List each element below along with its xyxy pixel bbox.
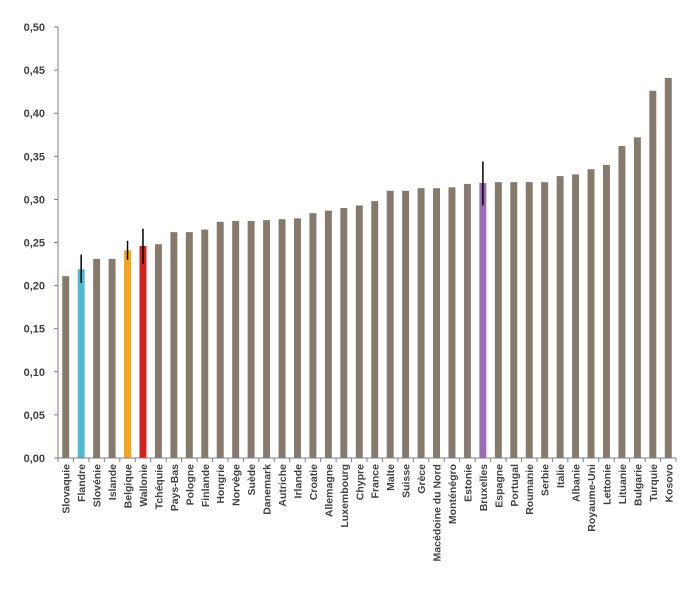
y-axis-ticks: 0,00 0,05 0,10 0,15 0,20 0,25 0,30 0,35 0,40 0,45… <box>24 22 58 465</box>
x-tick-label: Malte <box>385 464 397 491</box>
bar-malte <box>386 190 394 458</box>
x-tick-label: Estonie <box>462 464 474 502</box>
bar-pays-bas <box>170 232 178 458</box>
x-tick-label: Portugal <box>509 464 521 507</box>
x-tick-label: Serbie <box>540 464 552 496</box>
x-tick-label: Croatie <box>308 464 320 500</box>
bar-estonie <box>463 183 471 458</box>
y-tick-label: 0,45 <box>24 65 45 77</box>
x-tick-label: Allemagne <box>323 464 335 517</box>
x-tick-label: France <box>370 464 382 499</box>
y-tick-label: 0,20 <box>24 281 45 293</box>
x-tick-label: Autriche <box>277 464 289 507</box>
bar-wallonie <box>139 245 147 458</box>
bars <box>62 77 672 459</box>
x-tick-label: Italie <box>555 464 567 488</box>
x-tick-label: Pologne <box>184 464 196 506</box>
x-tick-label: Irlande <box>292 464 304 499</box>
y-tick-label: 0,15 <box>24 324 45 336</box>
bar-mac-doine-du-nord <box>433 188 441 458</box>
x-tick-label: Espagne <box>493 464 505 508</box>
x-tick-label: Luxembourg <box>339 464 351 528</box>
bar-hongrie <box>216 221 224 458</box>
bar-autriche <box>278 219 286 458</box>
bar-royaume-uni <box>587 169 595 459</box>
y-tick-label: 0,00 <box>24 453 45 465</box>
x-tick-label: Kosovo <box>663 464 675 503</box>
bar-albanie <box>572 174 580 459</box>
x-tick-label: Macédoine du Nord <box>432 464 444 561</box>
bar-pologne <box>185 232 193 458</box>
x-tick-label: Danemark <box>262 464 274 515</box>
x-tick-label: Flandre <box>76 464 88 502</box>
x-tick-label: Wallonie <box>138 464 150 507</box>
error-bars <box>80 161 484 284</box>
bar-serbie <box>541 182 549 458</box>
bar-croatie <box>309 213 317 458</box>
bar-flandre <box>77 269 85 458</box>
bar-norv-ge <box>232 220 240 458</box>
bar-roumanie <box>525 182 533 458</box>
y-tick-label: 0,10 <box>24 367 45 379</box>
bar-lettonie <box>602 164 610 459</box>
bar-irlande <box>293 218 301 458</box>
x-tick-label: Pays-Bas <box>169 464 181 511</box>
bar-gr-ce <box>417 188 425 458</box>
x-tick-label: Bruxelles <box>478 464 490 511</box>
bar-italie <box>556 176 564 458</box>
bar-france <box>371 201 379 458</box>
x-tick-label: Hongrie <box>215 464 227 504</box>
bar-espagne <box>494 182 502 458</box>
x-tick-label: Norvège <box>231 464 243 506</box>
bar-allemagne <box>324 210 332 458</box>
bar-portugal <box>510 182 518 458</box>
x-axis-labels: Slovaquie Flandre Slovénie Islande Belgique W… <box>57 458 677 561</box>
x-tick-label: Royaume-Uni <box>586 464 598 532</box>
x-tick-label: Monténégro <box>447 464 459 524</box>
bar-luxembourg <box>340 208 348 458</box>
x-tick-label: Suisse <box>401 464 413 498</box>
bar-mont-n-gro <box>448 187 456 458</box>
x-tick-label: Roumanie <box>524 464 536 515</box>
x-tick-label: Turquie <box>648 464 660 502</box>
y-tick-label: 0,40 <box>24 108 45 120</box>
y-tick-label: 0,25 <box>24 238 45 250</box>
bar-finlande <box>201 229 209 458</box>
x-tick-label: Albanie <box>571 464 583 502</box>
x-tick-label: Slovénie <box>92 464 104 507</box>
bar-turquie <box>649 90 657 459</box>
bar-slov-nie <box>93 258 101 458</box>
bar-su-de <box>247 220 255 458</box>
x-tick-label: Chypre <box>354 464 366 500</box>
x-tick-label: Belgique <box>123 464 135 508</box>
x-tick-label: Grèce <box>416 464 428 494</box>
bar-kosovo <box>664 77 672 458</box>
x-tick-label: Lettonie <box>601 464 613 505</box>
y-tick-label: 0,35 <box>24 151 45 163</box>
bar-lituanie <box>618 145 626 458</box>
bar-danemark <box>263 220 271 458</box>
bar-tch-quie <box>154 244 162 458</box>
y-tick-label: 0,05 <box>24 410 45 422</box>
bar-suisse <box>402 190 410 458</box>
x-tick-label: Tchéquie <box>153 464 165 509</box>
x-tick-label: Bulgarie <box>632 464 644 506</box>
x-tick-label: Suède <box>246 464 258 496</box>
bar-bulgarie <box>633 137 641 458</box>
bar-bruxelles <box>479 183 487 458</box>
x-tick-label: Finlande <box>200 464 212 507</box>
bar-chypre <box>355 205 363 458</box>
x-tick-label: Slovaquie <box>61 464 73 514</box>
bar-islande <box>108 258 116 458</box>
bar-belgique <box>124 250 132 458</box>
y-tick-label: 0,50 <box>24 22 45 34</box>
y-tick-label: 0,30 <box>24 194 45 206</box>
bar-slovaquie <box>62 276 70 458</box>
x-tick-label: Lituanie <box>617 464 629 504</box>
x-tick-label: Islande <box>107 464 119 500</box>
